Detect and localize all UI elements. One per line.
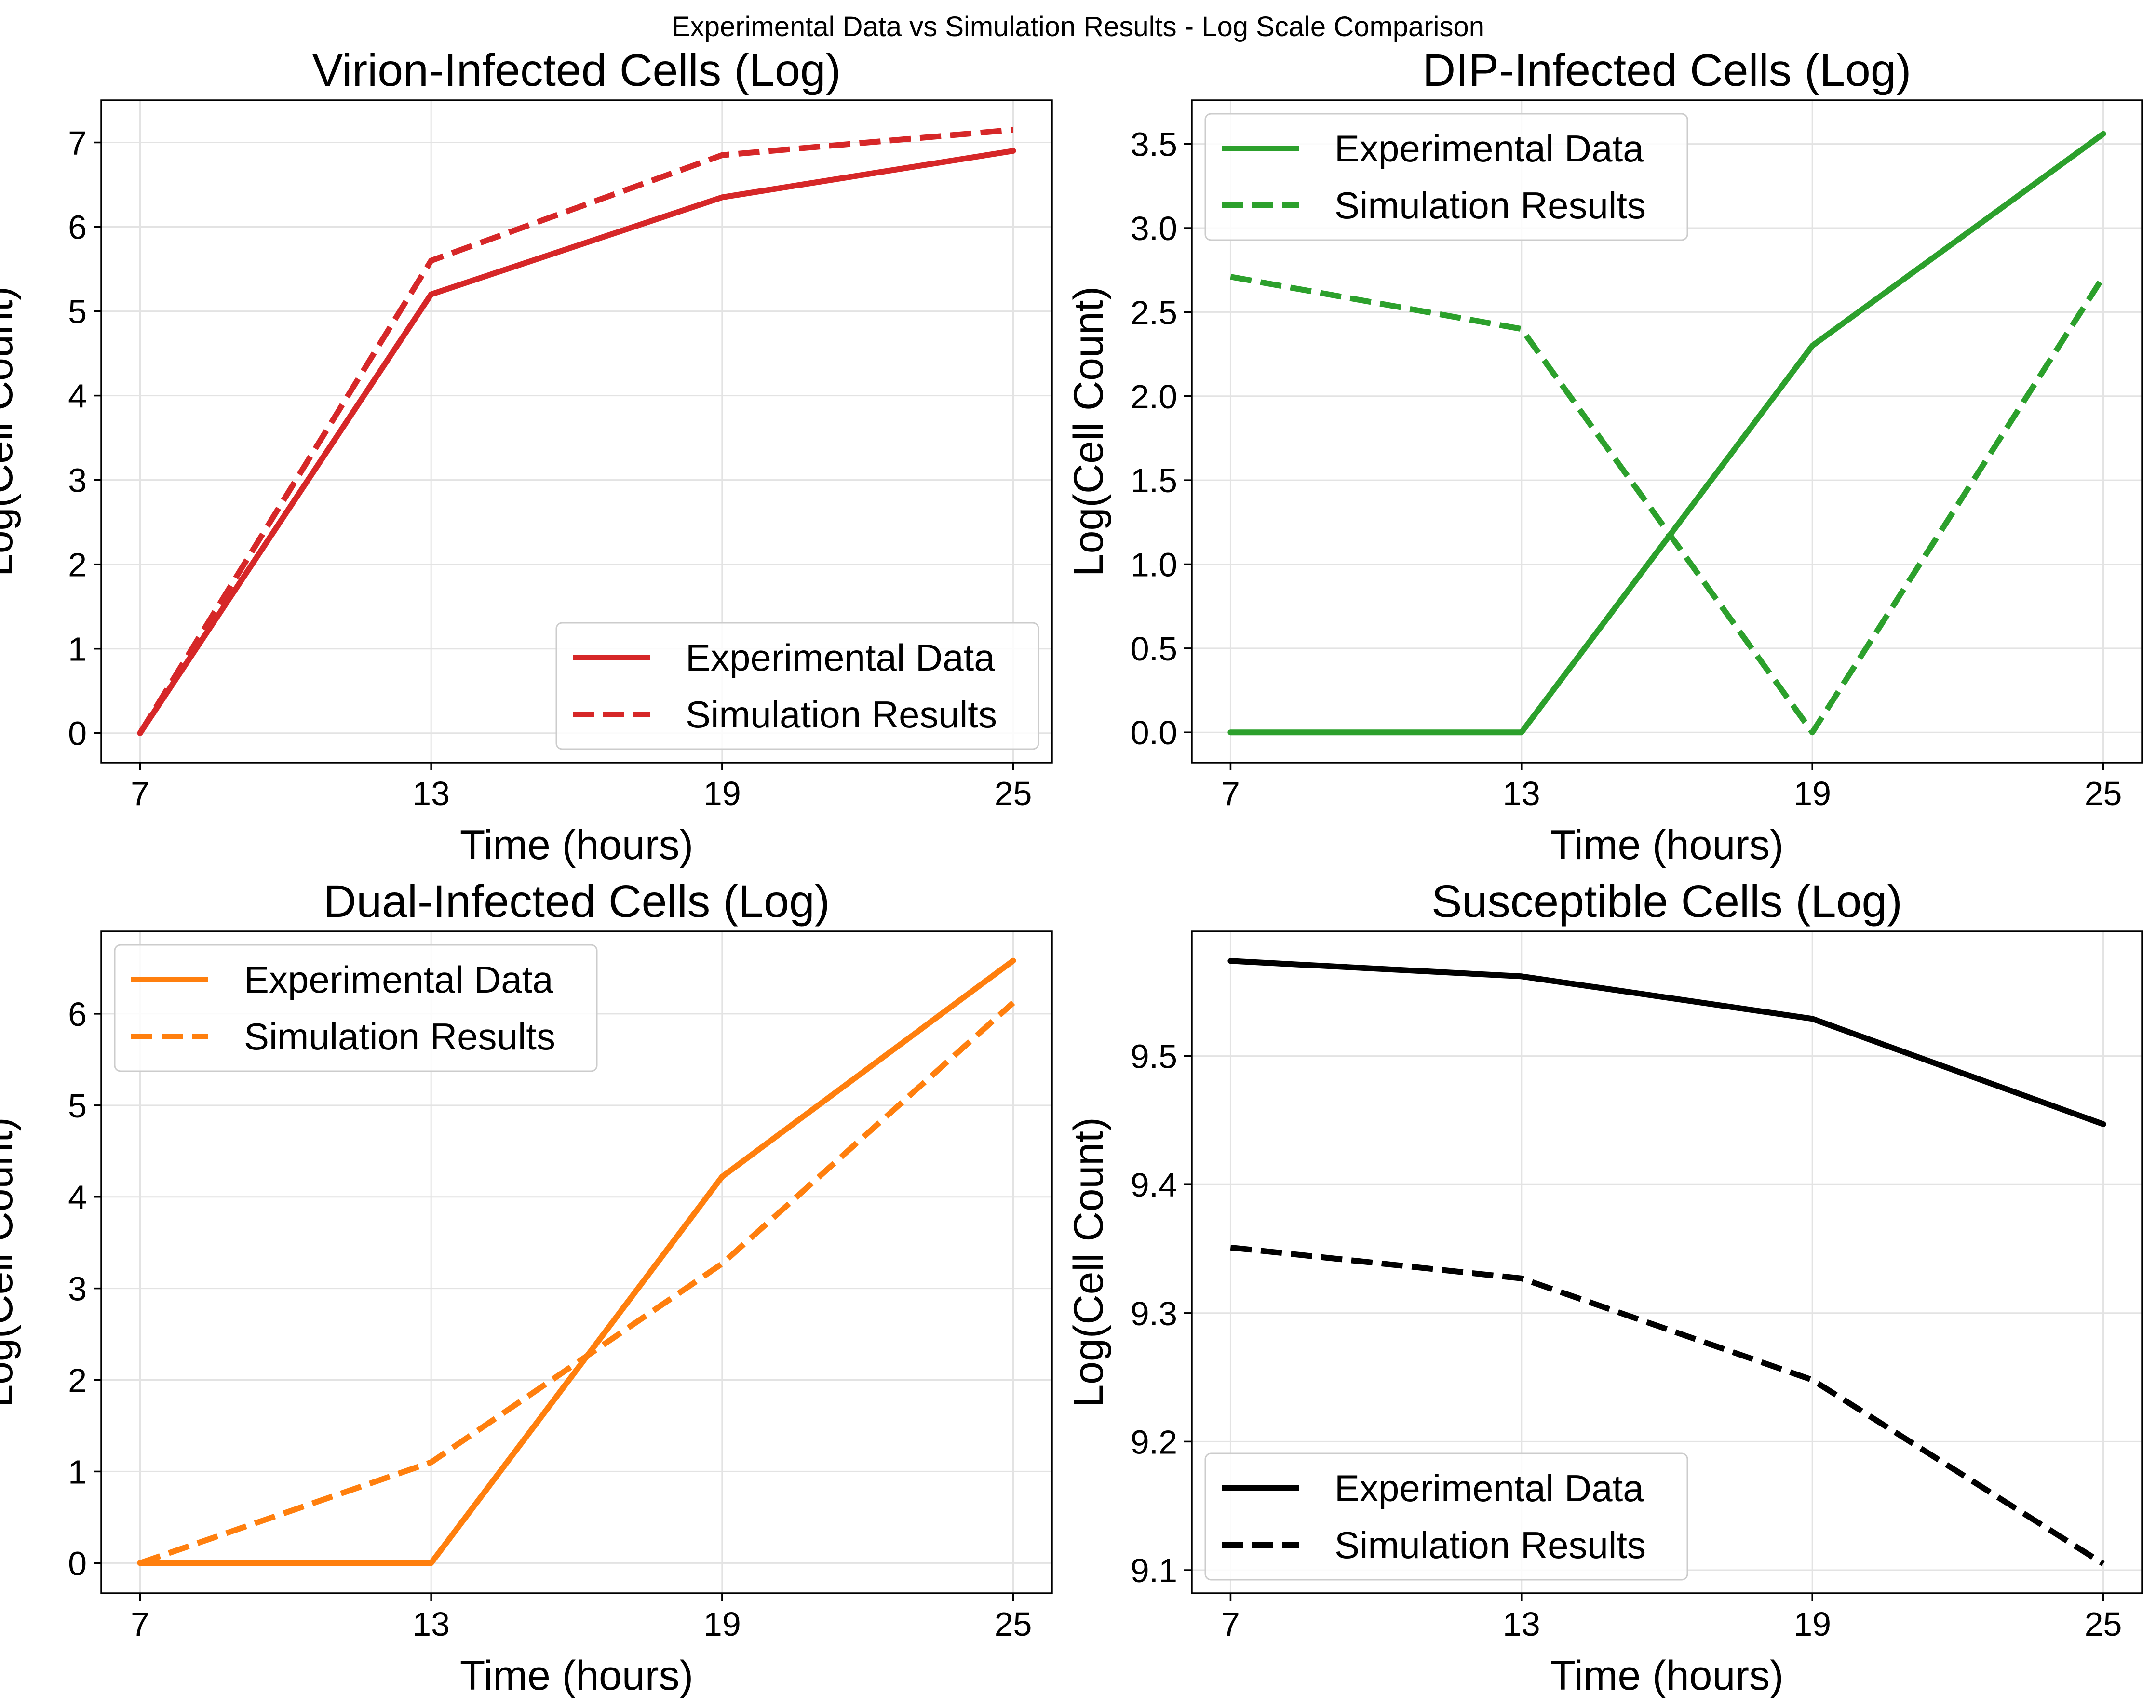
x-tick-label: 7 [1221,775,1240,812]
series-line-simulation [139,1000,1015,1566]
y-tick-label: 7 [68,124,87,162]
y-tick-label: 6 [68,995,87,1033]
series-line-simulation [1230,1244,2105,1566]
x-tick-label: 19 [703,1605,741,1643]
x-tick-label: 19 [1793,775,1831,812]
panel-susceptible: 7 13 19 25 9.1 9.2 9.3 9.4 9.5 Susceptible Cells … [1065,876,2143,1699]
y-axis-label: Log(Cell Count) [0,286,21,577]
y-tick-label: 1.5 [1131,462,1177,499]
x-tick-label: 13 [412,775,450,812]
y-tick-label: 0 [68,1545,87,1582]
y-tick-label: 2 [68,1362,87,1399]
legend-label: Simulation Results [1334,1524,1646,1566]
legend-box [114,944,598,1072]
y-tick-label: 9.2 [1131,1423,1177,1461]
x-tick-label: 13 [412,1605,450,1643]
y-tick-label: 1 [68,1453,87,1491]
legend-label: Simulation Results [686,693,997,736]
legend-label: Experimental Data [1334,1467,1644,1509]
y-tick-label: 6 [68,209,87,246]
panel-dip: 7 13 19 25 0.0 0.5 1.0 1.5 2.0 2.5 3.0 3.5 DIP-Infec… [1065,45,2143,868]
subplot-title: Susceptible Cells (Log) [1431,876,1902,927]
x-tick-label: 7 [131,1605,149,1643]
panel-virion: 7 13 19 25 0 1 2 3 4 5 6 7 Virion-Infected Cells (Lo… [0,45,1053,868]
y-tick-label: 9.5 [1131,1038,1177,1076]
x-tick-label: 25 [995,775,1032,812]
y-tick-label: 2.0 [1131,378,1177,416]
x-tick-label: 7 [1221,1605,1240,1643]
legend: Experimental Data Simulation Results [555,622,1039,750]
legend-box [1204,113,1688,241]
series-line-simulation [1230,274,2106,736]
y-tick-label: 2.5 [1131,294,1177,331]
x-tick-label: 25 [2085,1605,2122,1643]
panel-dual: 7 13 19 25 0 1 2 3 4 5 6 Dual-Infected Cells (Log) T… [0,876,1053,1699]
x-tick-label: 19 [1793,1605,1831,1643]
x-axis-label: Time (hours) [1550,822,1783,868]
x-axis-label: Time (hours) [460,1653,693,1699]
series-line-experimental [137,148,1016,736]
y-tick-label: 9.4 [1131,1166,1177,1204]
legend-label: Simulation Results [244,1015,555,1058]
y-tick-label: 5 [68,1087,87,1125]
y-tick-label: 0.0 [1131,714,1177,752]
plot-frame [1191,930,2143,1594]
legend: Experimental Data Simulation Results [114,944,598,1072]
series-line-experimental [137,957,1016,1566]
series-line-experimental [1227,958,2106,1127]
x-axis-label: Time (hours) [1550,1653,1783,1699]
x-tick-label: 19 [703,775,741,812]
y-tick-label: 3 [68,1270,87,1308]
x-tick-label: 13 [1503,1605,1540,1643]
subplot-title: Virion-Infected Cells (Log) [312,45,841,96]
y-tick-label: 5 [68,293,87,331]
plot-frame [1191,99,2143,764]
y-tick-label: 9.3 [1131,1295,1177,1332]
y-axis-label: Log(Cell Count) [0,1117,21,1407]
y-tick-label: 2 [68,546,87,584]
x-tick-label: 25 [2085,775,2122,812]
legend-box [555,622,1039,750]
legend: Experimental Data Simulation Results [1204,1452,1688,1581]
y-axis-label: Log(Cell Count) [1065,286,1112,577]
x-tick-label: 13 [1503,775,1540,812]
y-tick-label: 3.5 [1131,126,1177,163]
legend-label: Experimental Data [244,958,553,1001]
legend: Experimental Data Simulation Results [1204,113,1688,241]
y-axis-label: Log(Cell Count) [1065,1117,1112,1407]
subplot-title: DIP-Infected Cells (Log) [1423,45,1912,96]
legend-label: Experimental Data [686,636,995,679]
subplot-title: Dual-Infected Cells (Log) [323,876,830,927]
plot-frame [100,930,1053,1594]
y-tick-label: 0 [68,715,87,753]
series-line-simulation [137,127,1014,735]
x-tick-label: 25 [995,1605,1032,1643]
legend-box [1204,1452,1688,1581]
y-tick-label: 1 [68,631,87,668]
figure-suptitle: Experimental Data vs Simulation Results … [672,11,1484,42]
y-tick-label: 9.1 [1131,1552,1177,1589]
x-tick-label: 7 [131,775,149,812]
y-tick-label: 3 [68,462,87,499]
y-tick-label: 4 [68,1179,87,1216]
plot-frame [100,99,1053,764]
y-tick-label: 0.5 [1131,630,1177,668]
y-tick-label: 3.0 [1131,210,1177,247]
legend-label: Experimental Data [1334,127,1644,170]
legend-label: Simulation Results [1334,184,1646,227]
y-tick-label: 4 [68,377,87,415]
series-line-experimental [1227,131,2106,736]
y-tick-label: 1.0 [1131,546,1177,583]
x-axis-label: Time (hours) [460,822,693,868]
